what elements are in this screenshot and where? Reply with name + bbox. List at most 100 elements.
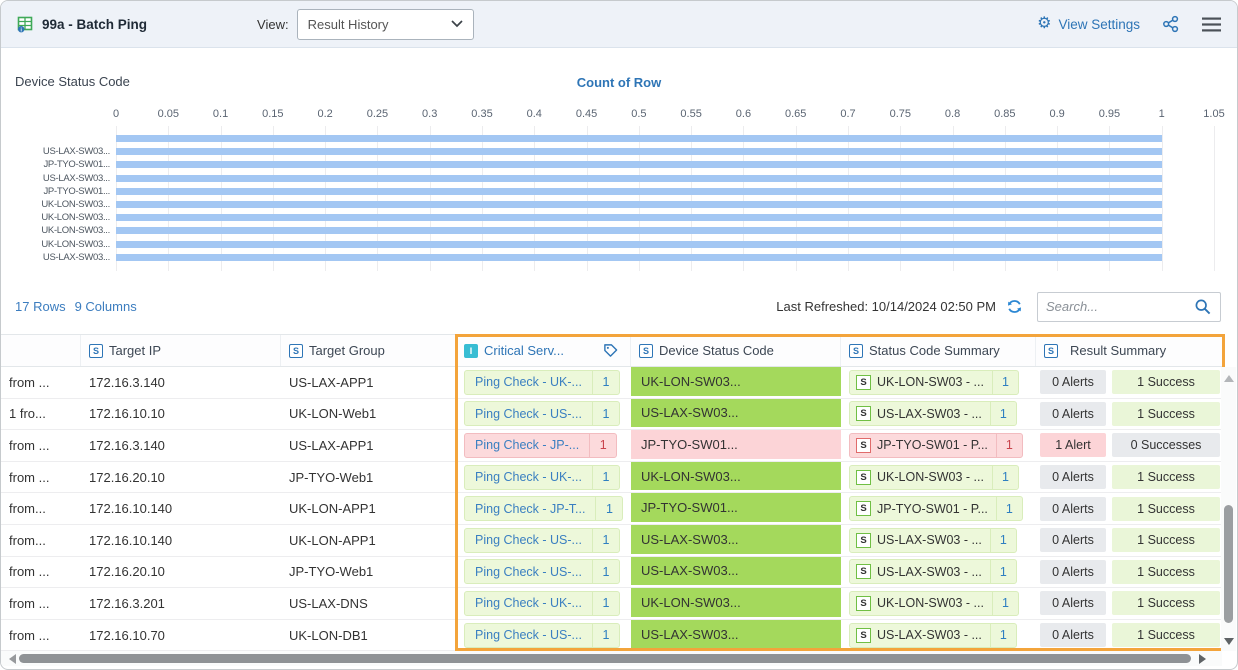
successes-pill[interactable]: 1 Success — [1112, 623, 1220, 647]
view-settings-button[interactable]: ⚙ View Settings — [1037, 16, 1140, 32]
status-summary-badge[interactable]: S US-LAX-SW03 - ... 1 — [849, 623, 1017, 648]
table-row[interactable]: from ... 172.16.20.10 JP-TYO-Web1 Ping C… — [1, 462, 1223, 494]
header-cell-critical-service[interactable]: I Critical Serv... — [456, 335, 631, 366]
columns-link[interactable]: 9 Columns — [75, 299, 137, 314]
alerts-pill[interactable]: 0 Alerts — [1040, 497, 1106, 521]
successes-pill[interactable]: 1 Success — [1112, 528, 1220, 552]
alerts-pill[interactable]: 0 Alerts — [1040, 560, 1106, 584]
cell-critical-service: Ping Check - US-... 1 — [456, 399, 631, 430]
successes-pill[interactable]: 1 Success — [1112, 370, 1220, 394]
chart-bar[interactable] — [116, 214, 1162, 221]
table-row[interactable]: from ... 172.16.10.70 UK-LON-DB1 Ping Ch… — [1, 620, 1223, 652]
horizontal-scroll-thumb[interactable] — [19, 654, 1191, 663]
table-row[interactable]: from... 172.16.10.140 UK-LON-APP1 Ping C… — [1, 525, 1223, 557]
table-row[interactable]: from ... 172.16.3.140 US-LAX-APP1 Ping C… — [1, 367, 1223, 399]
vertical-scrollbar[interactable] — [1221, 367, 1236, 651]
header-cell-status-code-summary[interactable]: S Status Code Summary — [841, 335, 1036, 366]
header-cell-target-ip[interactable]: S Target IP — [81, 335, 281, 366]
vertical-scroll-thumb[interactable] — [1224, 505, 1233, 623]
device-status-fill[interactable]: JP-TYO-SW01... — [631, 493, 841, 522]
status-summary-badge[interactable]: S US-LAX-SW03 - ... 1 — [849, 401, 1017, 426]
chart-bar[interactable] — [116, 188, 1162, 195]
chart-bar[interactable] — [116, 175, 1162, 182]
status-summary-badge[interactable]: S UK-LON-SW03 - ... 1 — [849, 591, 1019, 616]
status-summary-badge[interactable]: S US-LAX-SW03 - ... 1 — [849, 559, 1017, 584]
chart-y-label: UK-LON-SW03... — [1, 239, 116, 250]
table-row[interactable]: from ... 172.16.20.10 JP-TYO-Web1 Ping C… — [1, 557, 1223, 589]
search-input[interactable] — [1046, 299, 1194, 314]
view-settings-label: View Settings — [1058, 17, 1140, 32]
device-status-fill[interactable]: US-LAX-SW03... — [631, 399, 841, 428]
table-row[interactable]: from... 172.16.10.140 UK-LON-APP1 Ping C… — [1, 493, 1223, 525]
device-status-fill[interactable]: UK-LON-SW03... — [631, 462, 841, 491]
cell-target-group: JP-TYO-Web1 — [281, 462, 456, 493]
successes-pill[interactable]: 1 Success — [1112, 465, 1220, 489]
scroll-left-icon[interactable] — [9, 654, 16, 664]
alerts-pill[interactable]: 0 Alerts — [1040, 370, 1106, 394]
scroll-down-icon[interactable] — [1224, 638, 1234, 645]
share-icon[interactable] — [1162, 15, 1180, 33]
status-summary-badge[interactable]: S US-LAX-SW03 - ... 1 — [849, 528, 1017, 553]
alerts-pill[interactable]: 0 Alerts — [1040, 623, 1106, 647]
alerts-pill[interactable]: 0 Alerts — [1040, 591, 1106, 615]
ping-check-badge[interactable]: Ping Check - UK-... 1 — [464, 370, 620, 395]
chart-bar[interactable] — [116, 161, 1162, 168]
header-cell-col0[interactable] — [1, 335, 81, 366]
alerts-pill[interactable]: 0 Alerts — [1040, 402, 1106, 426]
scroll-up-icon[interactable] — [1224, 375, 1234, 382]
alerts-pill[interactable]: 0 Alerts — [1040, 465, 1106, 489]
horizontal-scrollbar[interactable] — [1, 651, 1222, 666]
chart-bar[interactable] — [116, 241, 1162, 248]
chart-bar[interactable] — [116, 227, 1162, 234]
chart-series-label[interactable]: Count of Row — [1, 75, 1237, 90]
device-status-fill[interactable]: US-LAX-SW03... — [631, 620, 841, 649]
device-status-fill[interactable]: UK-LON-SW03... — [631, 367, 841, 396]
search-icon[interactable] — [1194, 298, 1212, 316]
header-cell-result-summary[interactable]: S Result Summary — [1036, 335, 1223, 366]
successes-pill[interactable]: 1 Success — [1112, 402, 1220, 426]
table-row[interactable]: from ... 172.16.3.140 US-LAX-APP1 Ping C… — [1, 430, 1223, 462]
status-summary-badge[interactable]: S JP-TYO-SW01 - P... 1 — [849, 496, 1023, 521]
table-row[interactable]: 1 fro... 172.16.10.10 UK-LON-Web1 Ping C… — [1, 399, 1223, 431]
status-summary-badge[interactable]: S UK-LON-SW03 - ... 1 — [849, 465, 1019, 490]
string-type-icon: S — [849, 344, 863, 358]
header-cell-target-group[interactable]: S Target Group — [281, 335, 456, 366]
cell-target-ip: 172.16.3.201 — [81, 588, 281, 619]
ping-check-badge[interactable]: Ping Check - US-... 1 — [464, 623, 620, 648]
chart-bar[interactable] — [116, 254, 1162, 261]
chart-bar[interactable] — [116, 201, 1162, 208]
alerts-pill[interactable]: 1 Alert — [1040, 433, 1106, 457]
status-summary-badge[interactable]: S UK-LON-SW03 - ... 1 — [849, 370, 1019, 395]
header-cell-device-status-code[interactable]: S Device Status Code — [631, 335, 841, 366]
ping-check-badge[interactable]: Ping Check - US-... 1 — [464, 528, 620, 553]
view-select[interactable]: Result History — [297, 9, 474, 40]
view-label: View: — [257, 17, 289, 32]
ping-check-badge[interactable]: Ping Check - UK-... 1 — [464, 465, 620, 490]
table-row[interactable]: from ... 172.16.3.201 US-LAX-DNS Ping Ch… — [1, 588, 1223, 620]
chart-bar[interactable] — [116, 148, 1162, 155]
chart-bar[interactable] — [116, 135, 1162, 142]
successes-pill[interactable]: 0 Successes — [1112, 433, 1220, 457]
successes-pill[interactable]: 1 Success — [1112, 497, 1220, 521]
rows-link[interactable]: 17 Rows — [15, 299, 66, 314]
chart-tick: 0.05 — [158, 108, 179, 120]
status-summary-badge[interactable]: S JP-TYO-SW01 - P... 1 — [849, 433, 1023, 458]
ping-check-badge[interactable]: Ping Check - US-... 1 — [464, 401, 620, 426]
ping-check-badge[interactable]: Ping Check - JP-... 1 — [464, 433, 617, 458]
refresh-icon[interactable] — [1006, 298, 1023, 315]
ping-check-badge[interactable]: Ping Check - US-... 1 — [464, 559, 620, 584]
ping-check-badge[interactable]: Ping Check - UK-... 1 — [464, 591, 620, 616]
device-status-fill[interactable]: JP-TYO-SW01... — [631, 430, 841, 459]
successes-pill[interactable]: 1 Success — [1112, 591, 1220, 615]
alerts-pill[interactable]: 0 Alerts — [1040, 528, 1106, 552]
ping-check-badge[interactable]: Ping Check - JP-T... 1 — [464, 496, 623, 521]
menu-icon[interactable] — [1202, 17, 1221, 32]
device-status-fill[interactable]: US-LAX-SW03... — [631, 557, 841, 586]
device-status-fill[interactable]: UK-LON-SW03... — [631, 588, 841, 617]
cell-result-summary: 1 Alert 0 Successes — [1036, 430, 1223, 461]
tag-icon[interactable] — [603, 343, 618, 358]
scroll-right-icon[interactable] — [1199, 654, 1206, 664]
successes-pill[interactable]: 1 Success — [1112, 560, 1220, 584]
cell-result-summary: 0 Alerts 1 Success — [1036, 493, 1223, 524]
device-status-fill[interactable]: US-LAX-SW03... — [631, 525, 841, 554]
